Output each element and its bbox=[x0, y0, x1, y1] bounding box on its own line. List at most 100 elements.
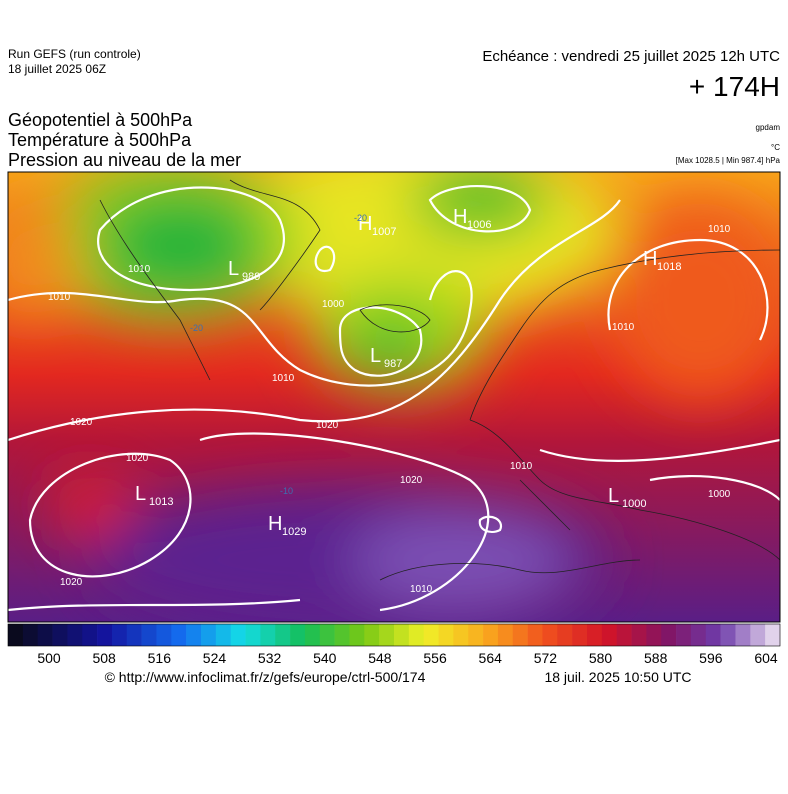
temperature-label: -20 bbox=[354, 213, 367, 223]
colorbar-swatch bbox=[394, 624, 410, 646]
isobar-label: 1010 bbox=[708, 224, 731, 235]
colorbar-swatch bbox=[587, 624, 603, 646]
forecast-time: Echéance : vendredi 25 juillet 2025 12h … bbox=[482, 48, 780, 65]
colorbar-tick-label: 564 bbox=[479, 650, 503, 666]
colorbar-swatch bbox=[497, 624, 514, 646]
isobar-label: 1020 bbox=[316, 420, 339, 431]
colorbar-swatch bbox=[304, 624, 321, 646]
pressure-center-value: 1029 bbox=[282, 526, 306, 538]
colorbar-swatch bbox=[141, 624, 157, 646]
pressure-center-letter: H bbox=[643, 248, 657, 270]
coastlines bbox=[99, 179, 780, 581]
colorbar-swatch bbox=[290, 624, 306, 646]
field-label: Pression au niveau de la mer bbox=[8, 150, 241, 170]
colorbar-swatch bbox=[245, 624, 261, 646]
colorbar-tick-label: 580 bbox=[589, 650, 613, 666]
field-label: Température à 500hPa bbox=[8, 130, 192, 150]
pressure-center-value: 1000 bbox=[622, 498, 646, 510]
isobar-label: 1010 bbox=[272, 373, 295, 384]
colorbar-swatch bbox=[275, 624, 291, 646]
pressure-center-value: 989 bbox=[242, 271, 260, 283]
field-label: Géopotentiel à 500hPa bbox=[8, 110, 193, 130]
colorbar-swatch bbox=[8, 624, 24, 646]
colorbar-swatch bbox=[483, 624, 499, 646]
colorbar-swatch bbox=[52, 624, 68, 646]
colorbar-swatch bbox=[676, 624, 692, 646]
colorbar-swatch bbox=[572, 624, 588, 646]
pressure-center-letter: L bbox=[228, 258, 239, 280]
colorbar-tick-label: 604 bbox=[754, 650, 778, 666]
colorbar-swatch bbox=[735, 624, 751, 646]
colorbar-swatch bbox=[201, 624, 217, 646]
colorbar-swatch bbox=[512, 624, 528, 646]
colorbar-tick-label: 540 bbox=[313, 650, 337, 666]
map-frame bbox=[7, 171, 781, 623]
colorbar-tick-label: 532 bbox=[258, 650, 282, 666]
unit-label: gpdam bbox=[756, 123, 781, 132]
colorbar-swatch bbox=[334, 624, 350, 646]
colorbar-swatch bbox=[319, 624, 335, 646]
pressure-center-letter: L bbox=[608, 485, 619, 507]
isobar-label: 1020 bbox=[60, 577, 83, 588]
colorbar-swatch bbox=[765, 624, 781, 646]
colorbar-swatch bbox=[260, 624, 276, 646]
pressure-center-value: 1007 bbox=[372, 226, 396, 238]
isobar-label: 1020 bbox=[400, 475, 423, 486]
colorbar-swatch bbox=[527, 624, 543, 646]
temperature-label: -20 bbox=[190, 323, 203, 333]
colorbar-frame bbox=[7, 623, 781, 647]
pressure-center-letter: H bbox=[358, 213, 372, 235]
isobar-label: 1010 bbox=[410, 584, 433, 595]
isobar-label: 1010 bbox=[510, 461, 533, 472]
colorbar-swatch bbox=[186, 624, 202, 646]
colorbar-tick-label: 572 bbox=[534, 650, 558, 666]
colorbar-tick-label: 556 bbox=[423, 650, 447, 666]
colorbar-swatch bbox=[601, 624, 617, 646]
colorbar-swatch bbox=[67, 624, 83, 646]
colorbar-swatch bbox=[557, 624, 573, 646]
colorbar-swatch bbox=[156, 624, 172, 646]
pressure-center-letter: L bbox=[135, 483, 146, 505]
colorbar: 500 508 516 524 532 540 548 556 564 572 580 588 596 6… bbox=[7, 623, 781, 666]
colorbar-swatch bbox=[542, 624, 558, 646]
colorbar-tick-label: 508 bbox=[92, 650, 116, 666]
isobar-label: 1010 bbox=[612, 322, 635, 333]
colorbar-tick-label: 548 bbox=[368, 650, 392, 666]
colorbar-tick-label: 588 bbox=[644, 650, 668, 666]
colorbar-swatch bbox=[646, 624, 662, 646]
colorbar-swatch bbox=[705, 624, 721, 646]
unit-label: °C bbox=[771, 143, 780, 152]
colorbar-tick-label: 524 bbox=[203, 650, 227, 666]
colorbar-swatch bbox=[408, 624, 424, 646]
colorbar-swatch bbox=[171, 624, 187, 646]
run-label: Run GEFS (run controle) bbox=[8, 47, 141, 61]
colorbar-swatch bbox=[631, 624, 647, 646]
isobar-label: 1010 bbox=[128, 264, 151, 275]
colorbar-swatch bbox=[22, 624, 38, 646]
colorbar-swatch bbox=[750, 624, 766, 646]
colorbar-swatch bbox=[111, 624, 128, 646]
colorbar-swatch bbox=[379, 624, 395, 646]
colorbar-swatch bbox=[438, 624, 454, 646]
colorbar-swatch bbox=[661, 624, 677, 646]
run-date: 18 juillet 2025 06Z bbox=[8, 62, 106, 76]
temperature-label: -10 bbox=[280, 486, 293, 496]
colorbar-swatch bbox=[97, 624, 113, 646]
pressure-center-letter: L bbox=[370, 345, 381, 367]
pressure-center-value: 1013 bbox=[149, 496, 173, 508]
issue-time: 18 juil. 2025 10:50 UTC bbox=[544, 669, 691, 685]
pressure-center-letter: H bbox=[453, 206, 467, 228]
colorbar-swatch bbox=[468, 624, 484, 646]
colorbar-swatch bbox=[364, 624, 380, 646]
colorbar-tick-label: 500 bbox=[37, 650, 61, 666]
source-credit: © http://www.infoclimat.fr/z/gefs/europe… bbox=[105, 669, 426, 685]
colorbar-swatch bbox=[82, 624, 98, 646]
pressure-center-value: 1006 bbox=[467, 219, 491, 231]
isobar-label: 1010 bbox=[48, 292, 71, 303]
colorbar-swatch bbox=[690, 624, 707, 646]
pressure-center-value: 987 bbox=[384, 358, 402, 370]
colorbar-swatch bbox=[37, 624, 53, 646]
